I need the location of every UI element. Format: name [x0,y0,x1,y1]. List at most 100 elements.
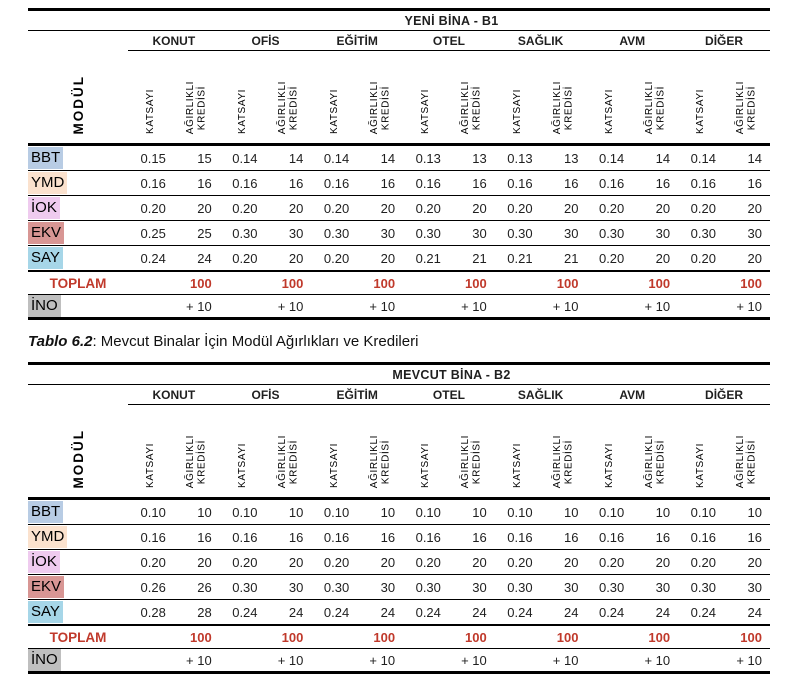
subcolumn-header-label: KATSAYI [695,443,707,488]
kredi-value: 16 [265,524,312,550]
table-yeni-bina-b1: YENİ BİNA - B1 KONUT OFİS EĞİTİM OTEL SAĞLIK A… [28,8,770,320]
katsayi-value: 0.16 [311,170,358,196]
total-kredi-value: 100 [448,271,495,295]
kredi-value: 20 [723,245,770,272]
katsayi-value: 0.20 [311,195,358,221]
ino-row: İNO + 10 + 10 + 10 + 10 + 10 + 10 + 10 [28,294,770,320]
subcolumn-header-cell: AĞIRLIKLI KREDİSİ [173,50,220,146]
katsayi-value: 0.20 [311,549,358,575]
kredi-value: 10 [173,498,220,525]
katsayi-value: 0.24 [219,599,266,626]
subcolumn-header-cell: AĞIRLIKLI KREDİSİ [723,404,770,500]
katsayi-value: 0.16 [678,170,724,196]
kredi-value: 20 [540,195,587,221]
katsayi-value: 0.16 [403,524,449,550]
subcolumn-header-label: KATSAYI [328,89,340,134]
subcolumn-header-cell: AĞIRLIKLI KREDİSİ [448,404,495,500]
caption-text: : Mevcut Binalar İçin Modül Ağırlıkları … [92,333,419,350]
table-caption: Tablo 6.2: Mevcut Binalar İçin Modül Ağı… [28,333,792,350]
total-katsayi-empty [678,625,724,649]
kredi-value: 30 [632,220,679,246]
katsayi-value: 0.16 [219,524,266,550]
katsayi-value: 0.14 [678,144,724,171]
kredi-value: 10 [357,498,404,525]
subcolumn-header-cell: KATSAYI [494,404,541,500]
katsayi-value: 0.16 [494,524,541,550]
katsayi-value: 0.20 [128,195,174,221]
kredi-value: 20 [632,245,679,272]
total-kredi-value: 100 [265,625,312,649]
subcolumn-header-label: AĞIRLIKLI KREDİSİ [735,80,758,134]
module-data-row: EKV 0.26 26 0.30 30 0.30 30 0.30 30 0.30 30 0.30 30 0… [28,574,770,600]
row-label-cell: İOK [28,195,128,221]
subcolumn-header-cell: AĞIRLIKLI KREDİSİ [540,50,587,146]
module-data-row: BBT 0.10 10 0.10 10 0.10 10 0.10 10 0.10 10 0.10 10 0… [28,498,770,525]
katsayi-value: 0.20 [403,195,449,221]
total-kredi-value: 100 [632,625,679,649]
kredi-value: 24 [723,599,770,626]
caption-number: Tablo 6.2 [28,333,93,350]
kredi-value: 30 [723,574,770,600]
ino-label-cell: İNO [28,294,128,320]
subcolumn-header-cell: KATSAYI [219,404,266,500]
subcolumn-header-cell: KATSAYI [678,50,724,146]
ino-kredi-value: + 10 [265,648,312,674]
kredi-value: 16 [173,524,220,550]
katsayi-value: 0.10 [494,498,541,525]
katsayi-value: 0.21 [494,245,541,272]
subcolumn-header-cell: AĞIRLIKLI KREDİSİ [265,404,312,500]
katsayi-value: 0.20 [219,245,266,272]
subcolumn-header-cell: KATSAYI [678,404,724,500]
row-label: SAY [28,601,63,623]
katsayi-value: 0.20 [678,195,724,221]
total-katsayi-empty [311,625,358,649]
katsayi-value: 0.30 [311,220,358,246]
katsayi-value: 0.16 [311,524,358,550]
katsayi-value: 0.24 [678,599,724,626]
subcolumn-header-label: KATSAYI [145,89,157,134]
total-kredi-value: 100 [265,271,312,295]
kredi-value: 14 [632,144,679,171]
kredi-value: 16 [723,524,770,550]
kredi-value: 28 [173,599,220,626]
kredi-value: 25 [173,220,220,246]
katsayi-value: 0.30 [219,574,266,600]
subcolumn-header-label: KATSAYI [603,443,615,488]
module-data-row: YMD 0.16 16 0.16 16 0.16 16 0.16 16 0.16 16 0.16 16 0… [28,170,770,196]
kredi-value: 20 [448,195,495,221]
subheader-row: MODÜL KATSAYI AĞIRLIKLI KREDİSİ KATSAYI AĞIR… [28,404,770,500]
row-label: İOK [28,551,60,573]
ino-katsayi-empty [311,294,358,320]
category-header: OTEL [403,30,495,51]
table-region-b2: MEVCUT BİNA - B2 KONUT OFİS EĞİTİM OTEL SAĞLI… [0,362,792,674]
kredi-value: 30 [540,574,587,600]
kredi-value: 16 [173,170,220,196]
kredi-value: 13 [448,144,495,171]
kredi-value: 20 [723,195,770,221]
kredi-value: 10 [540,498,587,525]
row-label: EKV [28,576,65,598]
kredi-value: 20 [723,549,770,575]
row-label: BBT [28,501,64,523]
category-header: KONUT [128,30,220,51]
kredi-value: 20 [357,549,404,575]
row-label-cell: EKV [28,574,128,600]
total-katsayi-empty [128,625,174,649]
total-katsayi-empty [403,271,449,295]
ino-kredi-value: + 10 [723,648,770,674]
category-header: DİĞER [678,30,770,51]
kredi-value: 24 [448,599,495,626]
total-row: TOPLAM 100 100 100 100 100 100 100 [28,625,770,649]
katsayi-value: 0.16 [403,170,449,196]
subcolumn-header-cell: AĞIRLIKLI KREDİSİ [357,404,404,500]
total-kredi-value: 100 [723,271,770,295]
row-label: EKV [28,222,65,244]
kredi-value: 24 [540,599,587,626]
row-label-cell: SAY [28,599,128,626]
kredi-value: 30 [448,220,495,246]
katsayi-value: 0.20 [586,549,633,575]
kredi-value: 16 [265,170,312,196]
kredi-value: 10 [632,498,679,525]
kredi-value: 10 [723,498,770,525]
kredi-value: 16 [448,524,495,550]
